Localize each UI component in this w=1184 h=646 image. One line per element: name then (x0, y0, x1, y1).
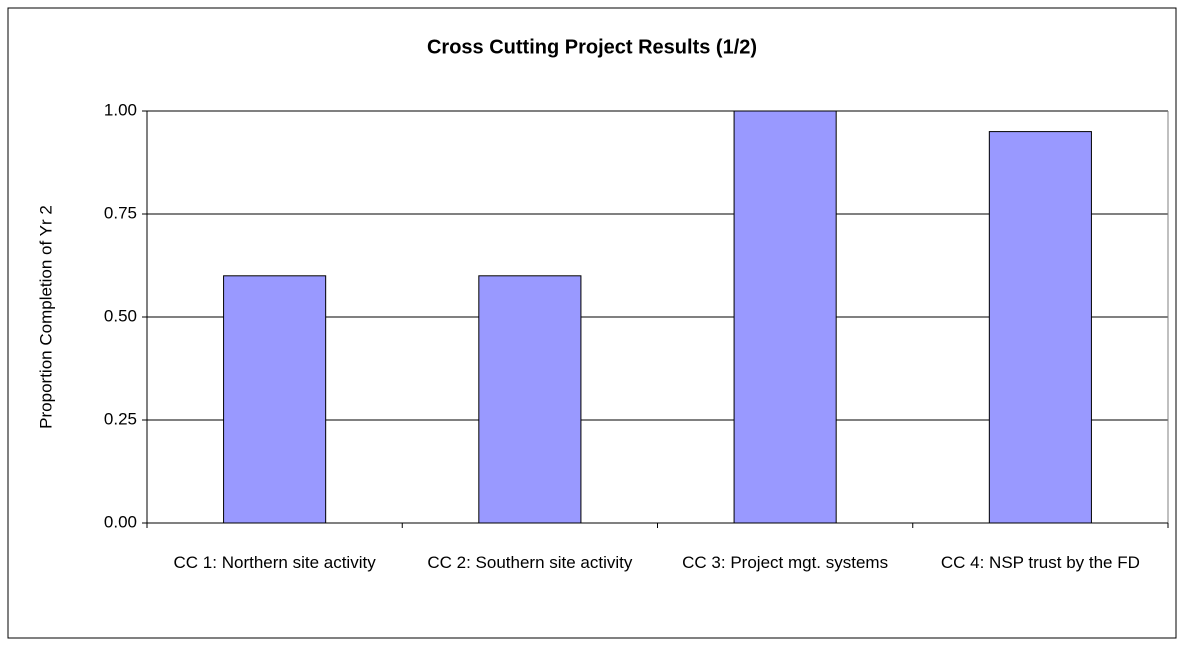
bar (478, 275, 582, 524)
x-tick-label: CC 1: Northern site activity (173, 553, 376, 572)
chart-border (7, 7, 1177, 639)
y-tick-label: 0.75 (104, 203, 137, 222)
y-tick-label: 0.50 (104, 306, 137, 325)
x-tick-label: CC 2: Southern site activity (427, 553, 633, 572)
x-tick-label: CC 4: NSP trust by the FD (940, 553, 1140, 572)
chart-title: Cross Cutting Project Results (1/2) (427, 36, 757, 58)
bar (223, 275, 327, 524)
y-tick-label: 1.00 (104, 100, 137, 119)
y-tick-label: 0.00 (104, 512, 137, 531)
y-axis-label: Proportion Completion of Yr 2 (36, 205, 55, 429)
bar (733, 110, 837, 524)
x-tick-label: CC 3: Project mgt. systems (682, 553, 889, 572)
bar (988, 131, 1092, 524)
y-tick-label: 0.25 (104, 409, 137, 428)
